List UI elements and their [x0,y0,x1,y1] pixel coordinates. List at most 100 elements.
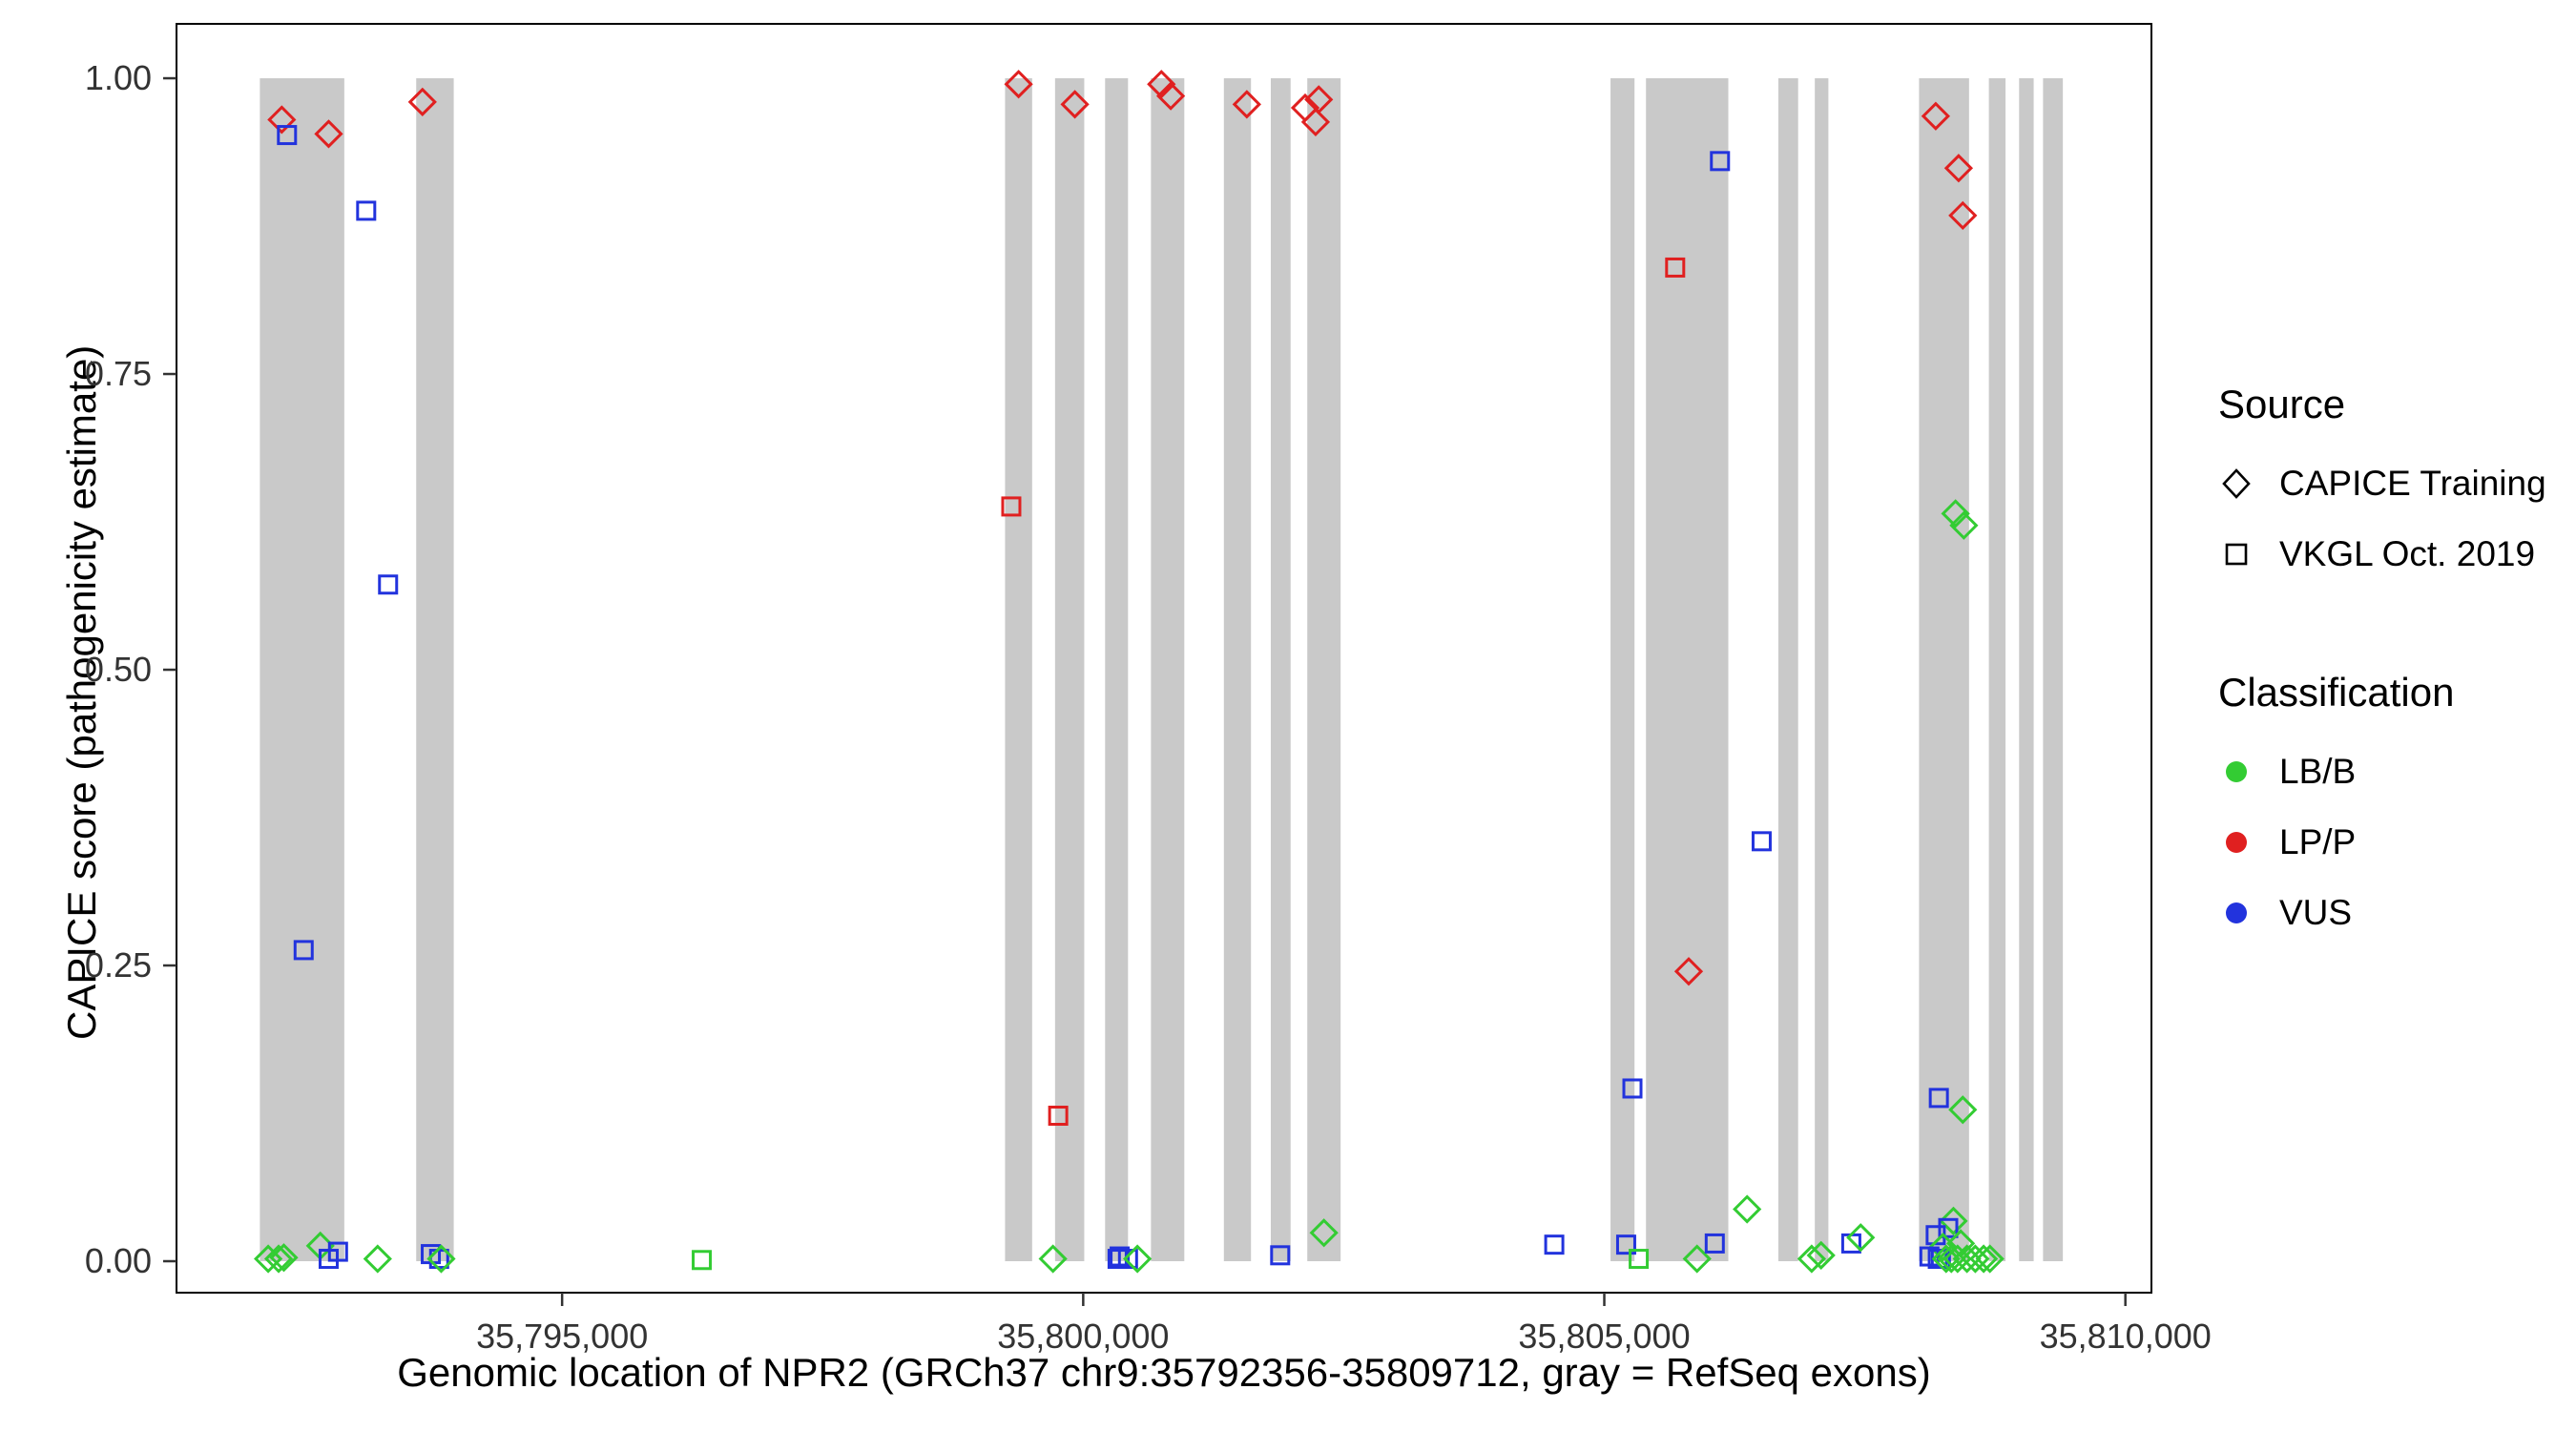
data-point-square [356,200,377,221]
data-point-diamond [1949,510,1979,540]
data-point-diamond [1921,101,1951,131]
data-point-diamond [1943,154,1974,183]
exon-band [2019,78,2034,1262]
exon-band [260,78,344,1262]
data-point-diamond [1948,1095,1978,1125]
data-point-square [327,1241,348,1262]
data-point-diamond [267,105,297,135]
data-point-diamond [1309,1218,1339,1248]
x-tick-label: 35,800,000 [997,1317,1169,1356]
legend-item-capice-training: CAPICE Training [2218,448,2546,519]
data-point-diamond [1948,200,1978,230]
exon-band [2043,78,2064,1262]
data-point-square [1615,1234,1636,1255]
legend-source: Source CAPICE Training VKGL Oct. 2019 [2218,382,2546,590]
y-tick-label: 1.00 [85,58,152,97]
exon-band [1777,78,1798,1262]
exon-band [1988,78,2006,1262]
data-point-diamond [1975,1244,2005,1274]
data-point-square [1544,1234,1565,1255]
data-point-diamond [269,1243,299,1273]
legend-classification: Classification LB/B LP/P VUS [2218,670,2546,948]
square-icon [2225,543,2248,566]
data-point-square [692,1250,713,1271]
y-tick-label: 0.00 [85,1241,152,1280]
exon-band [1307,78,1341,1262]
data-point-square [378,574,399,595]
x-tick-label: 35,805,000 [1518,1317,1690,1356]
data-point-diamond [1004,70,1033,99]
exon-band [1054,78,1085,1262]
exon-band [1610,78,1635,1262]
data-point-diamond [1939,1206,1968,1235]
exon-band [1646,78,1729,1262]
data-point-diamond [1806,1240,1836,1270]
data-point-diamond [1673,957,1704,986]
data-point-diamond [1147,70,1176,99]
data-point-diamond [1846,1223,1876,1253]
x-tick-label: 35,810,000 [2040,1317,2212,1356]
data-point-square [277,125,298,146]
data-point-diamond [1945,1229,1976,1258]
legend-item-lbb: LB/B [2218,736,2546,807]
data-point-square [1710,151,1731,172]
data-point-square [1001,496,1022,517]
data-point-diamond [1928,1233,1958,1262]
data-point-diamond [1941,499,1970,529]
data-point-diamond [1682,1244,1712,1274]
legend-item-lpp: LP/P [2218,807,2546,878]
data-point-diamond [254,1244,283,1274]
legend-item-label: LP/P [2279,822,2357,861]
data-point-diamond [363,1244,392,1274]
data-point-square [293,940,314,961]
legend-item-label: LB/B [2279,752,2357,791]
legend-item-label: CAPICE Training [2279,464,2546,503]
data-point-diamond [426,1244,456,1274]
data-point-diamond [314,119,343,149]
y-tick-label: 0.25 [85,945,152,985]
exon-band [1223,78,1252,1262]
exon-band [1815,78,1829,1262]
y-tick-label: 0.75 [85,354,152,393]
data-point-square [1270,1245,1291,1266]
exon-band [1005,78,1032,1262]
legend-classification-title: Classification [2218,670,2455,715]
x-tick-label: 35,795,000 [476,1317,648,1356]
data-point-diamond [1123,1244,1153,1274]
data-point-square [1938,1217,1959,1238]
exon-band [416,78,454,1262]
data-point-diamond [1300,107,1331,137]
data-point-diamond [1038,1244,1068,1274]
exon-band [1919,78,1969,1262]
legend-item-label: VKGL Oct. 2019 [2279,534,2536,573]
data-point-diamond [1155,81,1186,111]
legend-item-label: VUS [2279,893,2353,932]
legend: Source CAPICE Training VKGL Oct. 2019 Cl… [2218,382,2546,1028]
data-point-square [1704,1233,1725,1254]
green-dot-icon [2226,761,2247,782]
legend-item-vkgl: VKGL Oct. 2019 [2218,519,2546,590]
data-point-square [1751,831,1772,852]
data-point-diamond [1232,90,1261,119]
data-point-diamond [407,87,437,116]
x-axis-title: Genomic location of NPR2 (GRCh37 chr9:35… [397,1350,1931,1395]
diamond-icon [2222,468,2251,499]
exon-band [1270,78,1291,1262]
data-point-diamond [263,1244,294,1274]
data-point-diamond [1931,1244,1961,1274]
exon-band [1105,78,1129,1262]
data-point-square [1048,1105,1069,1126]
legend-source-title: Source [2218,382,2346,426]
data-point-diamond [1969,1244,1999,1274]
data-point-square [1117,1249,1138,1270]
data-point-square [1622,1078,1643,1099]
legend-item-vus: VUS [2218,878,2546,948]
blue-dot-icon [2226,902,2247,923]
y-tick-label: 0.50 [85,650,152,689]
red-dot-icon [2226,832,2247,853]
exon-band [1151,78,1185,1262]
data-point-square [1665,257,1686,278]
data-point-square [1629,1249,1650,1270]
